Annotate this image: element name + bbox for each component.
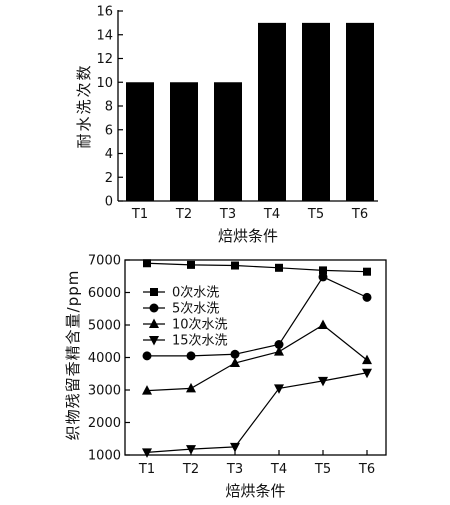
bar-T1 — [126, 82, 154, 201]
data-point — [318, 272, 328, 282]
line-chart-y-tick-label: 5000 — [88, 319, 121, 334]
data-point — [186, 382, 196, 393]
bar-chart-y-tick-label: 4 — [105, 147, 113, 162]
line-chart-y-tick-label: 4000 — [88, 351, 121, 366]
data-point — [362, 292, 372, 302]
bar-chart-y-tick-label: 6 — [105, 123, 113, 138]
line-chart-x-tick-label: T2 — [182, 462, 199, 477]
bar-chart-y-tick-label: 14 — [96, 28, 113, 43]
data-point — [274, 384, 284, 394]
data-point — [362, 368, 372, 379]
legend-item: 0次水洗 — [143, 285, 219, 301]
series-line — [147, 276, 368, 357]
bar-chart-x-tick-label: T3 — [219, 207, 236, 222]
data-point — [362, 354, 372, 365]
line-chart-x-axis-title: 焙烘条件 — [225, 482, 285, 500]
bar-chart-y-tick-label: 8 — [105, 100, 113, 115]
line-chart-y-tick-label: 7000 — [88, 254, 121, 269]
bar-chart-y-tick-label: 12 — [96, 52, 113, 67]
data-point — [143, 259, 151, 268]
line-chart-y-ticks: 1000 2000 3000 4000 5000 6000 7000 — [88, 254, 130, 464]
data-point — [318, 319, 328, 329]
data-point — [142, 448, 152, 458]
bar-chart-y-ticks: 0 2 4 6 8 10 12 14 16 — [96, 5, 123, 210]
line-chart-y-axis-title: 织物残留香精含量/ppm — [64, 270, 82, 441]
data-point — [230, 349, 240, 359]
data-point — [231, 261, 239, 270]
line-chart-y-tick-label: 2000 — [88, 416, 121, 431]
bar-T5 — [302, 22, 330, 201]
bar-T2 — [170, 82, 198, 201]
data-point — [142, 385, 152, 395]
line-chart-x-tick-label: T1 — [138, 462, 155, 477]
line-chart-y-tick-label: 3000 — [88, 384, 121, 399]
legend-marker — [149, 336, 159, 346]
line-series-0 — [143, 259, 371, 276]
data-point — [274, 340, 284, 349]
bar-chart-y-tick-label: 2 — [105, 171, 113, 186]
data-point — [318, 376, 328, 387]
series-line — [146, 324, 368, 392]
bar-chart-x-tick-label: T1 — [131, 207, 148, 222]
bar-chart: 0 2 4 6 8 10 12 14 16 T1 T2 T3 T4 T5 T6 焙烘条件 耐水洗次数 — [75, 5, 378, 245]
legend-item: 5次水洗 — [143, 301, 219, 317]
line-chart-x-tick-label: T6 — [358, 462, 375, 477]
data-point — [186, 445, 196, 455]
data-point — [319, 266, 327, 275]
bar-chart-x-ticks: T1 T2 T3 T4 T5 T6 — [131, 207, 368, 222]
bar-chart-x-tick-label: T4 — [263, 207, 280, 222]
line-chart-x-tick-label: T5 — [314, 462, 331, 477]
line-chart-series — [142, 259, 372, 458]
data-point — [142, 351, 152, 361]
line-series-3 — [142, 368, 372, 458]
bar-chart-x-axis-title: 焙烘条件 — [218, 227, 278, 245]
bar-chart-y-axis-title: 耐水洗次数 — [75, 63, 93, 148]
bar-chart-x-tick-label: T6 — [351, 207, 368, 222]
line-chart-x-ticks: T1 T2 T3 T4 T5 T6 — [138, 450, 375, 477]
bar-chart-y-tick-label: 0 — [105, 195, 113, 210]
bar-chart-y-tick-label: 16 — [96, 5, 113, 20]
bar-T4 — [258, 22, 286, 201]
data-point — [363, 267, 371, 276]
bar-chart-bars — [126, 22, 374, 201]
legend-item: 10次水洗 — [143, 317, 228, 333]
line-series-2 — [142, 319, 372, 395]
bar-chart-x-tick-label: T5 — [307, 207, 324, 222]
data-point — [230, 442, 240, 453]
data-point — [230, 357, 240, 368]
data-point — [186, 351, 196, 361]
bar-T3 — [214, 82, 242, 201]
legend-item: 15次水洗 — [143, 333, 228, 349]
line-chart-y-tick-label: 1000 — [88, 449, 121, 464]
legend-label: 0次水洗 — [172, 285, 219, 301]
series-line — [146, 372, 368, 453]
data-point — [275, 263, 283, 272]
data-point — [274, 346, 284, 356]
bar-chart-y-tick-label: 10 — [96, 76, 113, 91]
legend-label: 15次水洗 — [172, 333, 228, 349]
legend-marker — [150, 288, 158, 296]
line-chart-y-tick-label: 6000 — [88, 286, 121, 301]
bar-chart-x-tick-label: T2 — [175, 207, 192, 222]
line-chart-x-tick-label: T3 — [226, 462, 243, 477]
legend-marker — [149, 303, 159, 313]
data-point — [187, 260, 195, 269]
line-chart-x-tick-label: T4 — [270, 462, 287, 477]
legend-label: 5次水洗 — [172, 301, 219, 317]
bar-T6 — [346, 22, 374, 201]
legend-marker — [149, 318, 159, 328]
legend-label: 10次水洗 — [172, 317, 228, 333]
line-series-1 — [142, 272, 372, 361]
series-line — [146, 262, 368, 273]
